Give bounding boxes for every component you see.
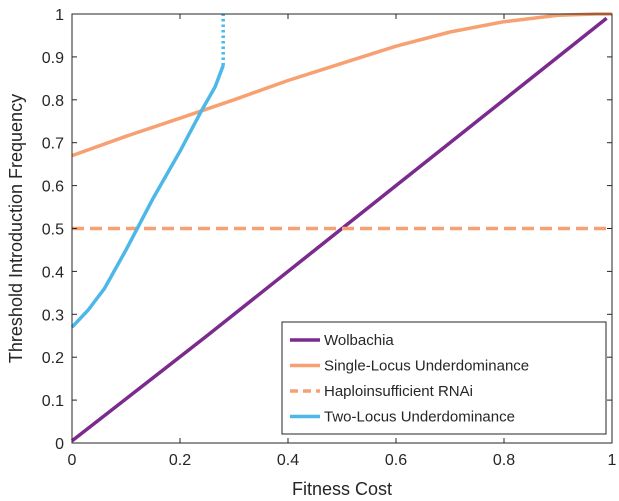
y-tick-label: 0.1 (42, 393, 64, 410)
x-axis-label: Fitness Cost (292, 479, 392, 499)
x-tick-label: 0.6 (385, 452, 407, 469)
legend-label-single-locus-underdominance: Single-Locus Underdominance (324, 358, 529, 375)
x-tick-label: 0.4 (277, 452, 299, 469)
y-tick-label: 0.9 (42, 50, 64, 67)
series-line-single-locus-underdominance (71, 12, 612, 158)
y-tick-label: 1 (55, 7, 64, 24)
legend-label-haploinsufficient-rnai: Haploinsufficient RNAi (324, 383, 473, 400)
legend-label-wolbachia: Wolbachia (324, 332, 394, 349)
x-tick-label: 0.8 (493, 452, 515, 469)
series-line-two-locus-underdominance (70, 64, 225, 329)
y-tick-label: 0 (55, 436, 64, 453)
y-tick-label: 0.8 (42, 93, 64, 110)
y-tick-label: 0.3 (42, 307, 64, 324)
x-tick-label: 0 (68, 452, 77, 469)
legend-label-two-locus-underdominance: Two-Locus Underdominance (324, 409, 515, 426)
legend: Wolbachia Single-Locus Underdominance Hapl… (281, 321, 607, 435)
tick-layer: 0 0.2 0.4 0.6 0.8 1 0 0.1 0.2 0.3 0.4 0.5 0.6 0.7 0.8 0… (42, 7, 617, 469)
y-axis-label: Threshold Introduction Frequency (6, 94, 26, 363)
y-tick-label: 0.5 (42, 222, 64, 239)
y-tick-label: 0.6 (42, 179, 64, 196)
y-tick-label: 0.2 (42, 350, 64, 367)
x-tick-label: 0.2 (169, 452, 191, 469)
legend-box (281, 321, 607, 435)
series-layer (70, 12, 612, 443)
y-tick-label: 0.7 (42, 136, 64, 153)
x-tick-label: 1 (608, 452, 617, 469)
y-tick-label: 0.4 (42, 264, 64, 281)
